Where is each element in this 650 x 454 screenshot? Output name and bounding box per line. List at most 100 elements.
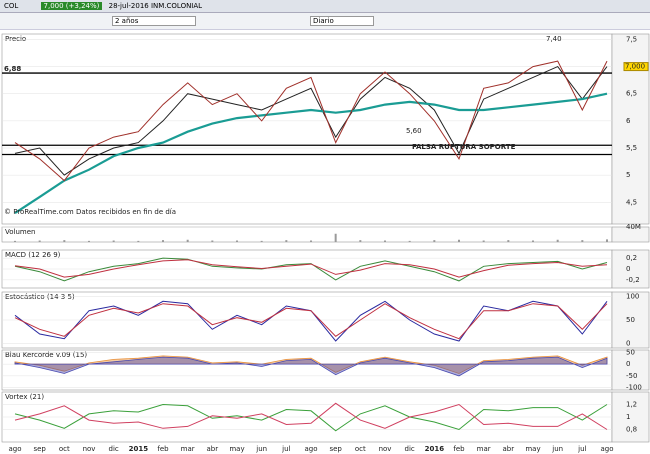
y-tick-label: 5,5: [626, 144, 637, 152]
volume-bar: [384, 240, 386, 242]
x-tick-label: mar: [181, 445, 195, 453]
volume-bar: [260, 240, 263, 242]
x-tick-label: dic: [405, 445, 415, 453]
series-line: [14, 65, 608, 176]
y-tick-label: 4,5: [626, 198, 637, 206]
x-tick-label: sep: [33, 445, 46, 453]
panel-title: Volumen: [5, 228, 35, 236]
x-tick-label: jul: [577, 445, 586, 453]
volume-bar: [334, 233, 337, 242]
panel-frame: [1, 33, 613, 225]
y-tick-label: 5: [626, 171, 630, 179]
axis-strip: [611, 291, 650, 349]
x-tick-label: nov: [379, 445, 392, 453]
y-tick-label: 0,8: [626, 426, 637, 434]
axis-strip: [611, 391, 650, 443]
instrument-info: 28-jul-2016 INM.COLONIAL: [108, 2, 203, 10]
x-tick-label: mar: [477, 445, 491, 453]
axis-strip: [611, 249, 650, 289]
y-tick-label: 6,5: [626, 90, 637, 98]
volume-bar: [236, 240, 238, 242]
volume-bar: [606, 239, 608, 242]
volume-bar: [581, 240, 584, 242]
x-tick-label: may: [525, 445, 540, 453]
y-tick-label: 0: [626, 360, 630, 368]
volume-bar: [482, 240, 485, 242]
x-tick-label: oct: [355, 445, 366, 453]
panel-frame: [1, 226, 613, 243]
x-tick-label: 2015: [129, 445, 149, 453]
area: [14, 356, 608, 377]
symbol: COL: [4, 2, 19, 10]
level-label: 6,88: [4, 65, 21, 73]
x-tick-label: sep: [329, 445, 342, 453]
y-tick-label: 50: [626, 348, 635, 356]
series-line: [14, 303, 608, 340]
axis-strip: [611, 226, 650, 243]
annotation: © ProRealTime.com Datos recibidos en fin…: [4, 208, 176, 216]
y-tick-label: 100: [626, 293, 639, 301]
annotation: 5,60: [406, 127, 422, 135]
x-tick-label: may: [229, 445, 244, 453]
volume-bar: [310, 240, 312, 242]
x-tick-label: jun: [551, 445, 563, 453]
y-tick-label: 1,2: [626, 401, 637, 409]
volume-bar: [507, 240, 510, 242]
x-tick-label: nov: [83, 445, 96, 453]
series-line: [14, 60, 608, 182]
volume-bar: [285, 240, 288, 242]
last-price-box: [623, 62, 649, 72]
toolbar: COL 7,000 (+3,24%) 28-jul-2016 INM.COLON…: [0, 0, 650, 13]
series-line: [14, 402, 608, 430]
volume-bar: [38, 240, 41, 242]
volume-bar: [88, 240, 90, 242]
panel-frame: [1, 349, 613, 391]
y-tick-label: 50: [626, 316, 635, 324]
volume-bar: [408, 240, 411, 242]
y-tick-label: -50: [626, 372, 637, 380]
x-tick-label: jun: [255, 445, 267, 453]
volume-bar: [458, 239, 460, 242]
panel-title: MACD (12 26 9): [5, 251, 61, 259]
controls: 2 años Diario: [0, 13, 650, 30]
panel-title: Blau Kercorde v.09 (15): [5, 351, 87, 359]
x-tick-label: ago: [304, 445, 317, 453]
volume-bar: [433, 240, 436, 242]
annotation: 7,40: [546, 35, 562, 43]
x-tick-label: ago: [8, 445, 21, 453]
x-tick-label: ago: [600, 445, 613, 453]
y-tick-label: 0: [626, 339, 630, 347]
axis-strip: [611, 349, 650, 391]
volume-bar: [359, 240, 362, 242]
series-line: [14, 92, 608, 215]
x-tick-label: abr: [503, 445, 515, 453]
x-tick-label: 2016: [425, 445, 445, 453]
x-tick-label: feb: [157, 445, 169, 453]
x-tick-label: dic: [109, 445, 119, 453]
x-tick-label: oct: [59, 445, 70, 453]
y-tick-label: 40M: [626, 223, 641, 231]
x-tick-label: feb: [453, 445, 465, 453]
panel-title: Vortex (21): [5, 393, 44, 401]
x-tick-label: jul: [281, 445, 290, 453]
volume-bar: [112, 240, 115, 242]
y-tick-label: 0: [626, 265, 630, 273]
y-tick-label: -0,2: [626, 276, 640, 284]
area: [14, 355, 608, 374]
volume-bar: [186, 239, 189, 242]
volume-bar: [162, 240, 164, 242]
volume-bar: [556, 239, 559, 242]
annotation: FALSA RUPTURA SOPORTE: [412, 143, 516, 151]
y-tick-label: 6: [626, 117, 631, 125]
panel-title: Precio: [5, 35, 26, 43]
volume-bar: [211, 240, 214, 242]
volume-bar: [532, 240, 534, 242]
y-tick-label: 7,5: [626, 35, 637, 43]
interval-select[interactable]: Diario: [310, 16, 374, 26]
period-select[interactable]: 2 años: [112, 16, 196, 26]
panel-title: Estocástico (14 3 5): [5, 293, 75, 301]
volume-bar: [137, 240, 140, 242]
series-line: [14, 403, 608, 432]
y-tick-label: 1: [626, 413, 630, 421]
